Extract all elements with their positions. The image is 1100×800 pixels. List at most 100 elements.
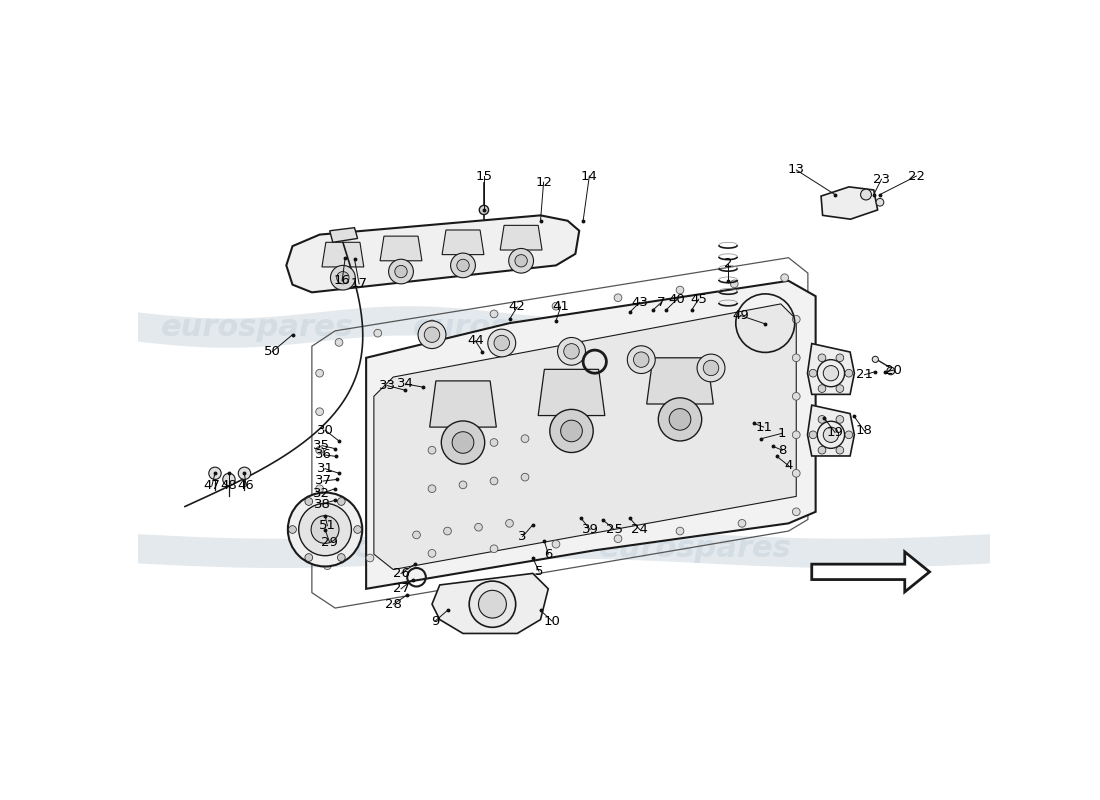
- Text: 38: 38: [314, 498, 330, 510]
- Text: 3: 3: [518, 530, 527, 543]
- Text: 13: 13: [788, 163, 805, 177]
- Circle shape: [614, 294, 622, 302]
- Circle shape: [222, 474, 235, 486]
- Text: 32: 32: [314, 487, 330, 500]
- Circle shape: [478, 590, 506, 618]
- Circle shape: [443, 527, 451, 535]
- Text: 46: 46: [238, 479, 254, 492]
- Text: 11: 11: [756, 421, 772, 434]
- Circle shape: [412, 531, 420, 538]
- Text: 14: 14: [581, 170, 597, 182]
- Circle shape: [428, 485, 436, 493]
- Polygon shape: [286, 215, 580, 292]
- Circle shape: [676, 286, 684, 294]
- Circle shape: [209, 467, 221, 479]
- Polygon shape: [322, 242, 364, 267]
- Text: 47: 47: [204, 479, 220, 492]
- Circle shape: [288, 526, 296, 534]
- Circle shape: [451, 253, 475, 278]
- Circle shape: [561, 420, 582, 442]
- Text: 7: 7: [657, 296, 665, 309]
- Text: 50: 50: [264, 345, 280, 358]
- Polygon shape: [538, 370, 605, 415]
- Circle shape: [836, 385, 844, 393]
- Circle shape: [428, 550, 436, 558]
- Circle shape: [480, 206, 488, 214]
- Circle shape: [521, 434, 529, 442]
- Polygon shape: [807, 343, 855, 394]
- Circle shape: [738, 519, 746, 527]
- Circle shape: [658, 398, 702, 441]
- Text: 9: 9: [431, 614, 439, 628]
- Circle shape: [823, 366, 838, 381]
- Text: 36: 36: [315, 448, 332, 462]
- Circle shape: [459, 442, 466, 450]
- Circle shape: [305, 498, 312, 506]
- Circle shape: [330, 266, 355, 290]
- Text: eurospares: eurospares: [414, 313, 606, 342]
- Text: eurospares: eurospares: [162, 313, 354, 342]
- Polygon shape: [430, 381, 496, 427]
- Text: 15: 15: [475, 170, 493, 182]
- PathPatch shape: [138, 530, 990, 568]
- Text: 2: 2: [724, 258, 733, 270]
- Circle shape: [491, 545, 498, 553]
- Circle shape: [428, 320, 436, 328]
- Circle shape: [354, 526, 362, 534]
- Polygon shape: [381, 236, 422, 261]
- Text: 24: 24: [631, 523, 648, 536]
- Circle shape: [311, 516, 339, 543]
- Polygon shape: [647, 358, 713, 404]
- Circle shape: [491, 438, 498, 446]
- Circle shape: [836, 415, 844, 423]
- Circle shape: [374, 330, 382, 337]
- Text: 21: 21: [856, 368, 873, 382]
- Text: 10: 10: [543, 614, 561, 628]
- Text: 42: 42: [509, 301, 526, 314]
- Text: 8: 8: [778, 444, 786, 457]
- Circle shape: [823, 427, 838, 442]
- Circle shape: [388, 259, 414, 284]
- Text: 12: 12: [535, 176, 552, 189]
- Circle shape: [316, 485, 323, 493]
- Circle shape: [515, 254, 527, 267]
- Text: 17: 17: [351, 278, 367, 290]
- Text: 48: 48: [221, 479, 238, 492]
- Circle shape: [508, 249, 534, 273]
- Text: 44: 44: [468, 334, 484, 347]
- Circle shape: [614, 535, 622, 542]
- Text: 29: 29: [321, 536, 338, 549]
- PathPatch shape: [138, 306, 680, 348]
- Text: 49: 49: [733, 309, 749, 322]
- Text: 16: 16: [333, 274, 351, 287]
- Circle shape: [550, 410, 593, 453]
- Text: 6: 6: [544, 548, 552, 561]
- Circle shape: [563, 344, 580, 359]
- Circle shape: [810, 431, 817, 438]
- Circle shape: [425, 327, 440, 342]
- Circle shape: [676, 527, 684, 535]
- Circle shape: [459, 481, 466, 489]
- Text: 19: 19: [826, 426, 844, 439]
- Circle shape: [474, 523, 483, 531]
- Polygon shape: [807, 405, 855, 456]
- Circle shape: [316, 370, 323, 377]
- Circle shape: [506, 519, 514, 527]
- Circle shape: [876, 198, 883, 206]
- Text: 37: 37: [315, 474, 332, 487]
- Circle shape: [452, 432, 474, 454]
- Circle shape: [703, 360, 718, 376]
- Text: 20: 20: [886, 364, 902, 377]
- Text: 5: 5: [535, 565, 543, 578]
- Polygon shape: [432, 574, 548, 634]
- Circle shape: [558, 338, 585, 365]
- Circle shape: [810, 370, 817, 377]
- Circle shape: [792, 431, 800, 438]
- Circle shape: [818, 446, 826, 454]
- Text: 28: 28: [385, 598, 402, 610]
- Text: 51: 51: [319, 519, 336, 532]
- Circle shape: [697, 354, 725, 382]
- Circle shape: [491, 477, 498, 485]
- Circle shape: [818, 354, 826, 362]
- Circle shape: [818, 415, 826, 423]
